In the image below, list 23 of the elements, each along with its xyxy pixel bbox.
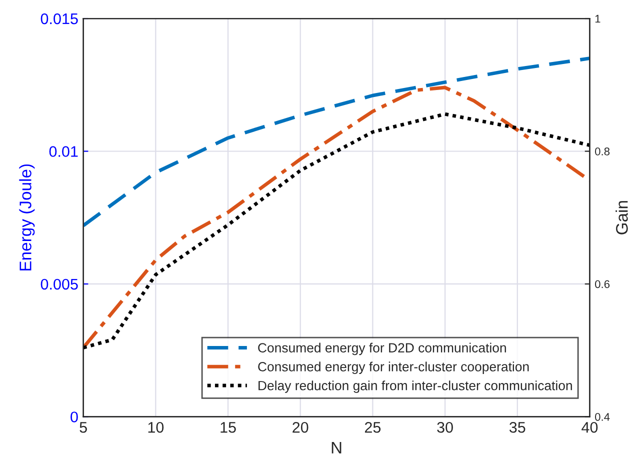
x-tick-label: 5 (80, 422, 87, 433)
legend-label: Delay reduction gain from inter-cluster communication (258, 380, 572, 393)
y-tick-label: 0.01 (49, 146, 78, 157)
x-tick-label: 40 (582, 422, 598, 433)
y2-tick-label: 0.6 (595, 280, 610, 288)
x-tick-label: 30 (437, 422, 453, 433)
y2-tick-label: 0.4 (595, 412, 610, 421)
y-tick-label: 0.015 (40, 13, 78, 24)
y2-tick-label: 0.8 (595, 148, 610, 156)
x-tick-label: 20 (292, 422, 308, 433)
y-axis-title: Energy (Joule) (19, 164, 35, 270)
x-tick-label: 25 (364, 422, 381, 433)
x-tick-label: 10 (148, 422, 164, 433)
x-axis-title: N (332, 442, 342, 454)
line-series (83, 56, 590, 228)
x-tick-label: 15 (220, 422, 236, 433)
legend-label: Consumed energy for D2D communication (258, 342, 506, 356)
y-tick-label: 0.005 (40, 278, 78, 290)
x-tick-label: 35 (509, 422, 526, 433)
y2-tick-label: 1 (595, 14, 600, 23)
y-tick-label: 0 (70, 412, 78, 422)
y2-axis-title: Gain (616, 201, 628, 234)
legend-label: Consumed energy for inter-cluster cooperation (258, 362, 529, 374)
